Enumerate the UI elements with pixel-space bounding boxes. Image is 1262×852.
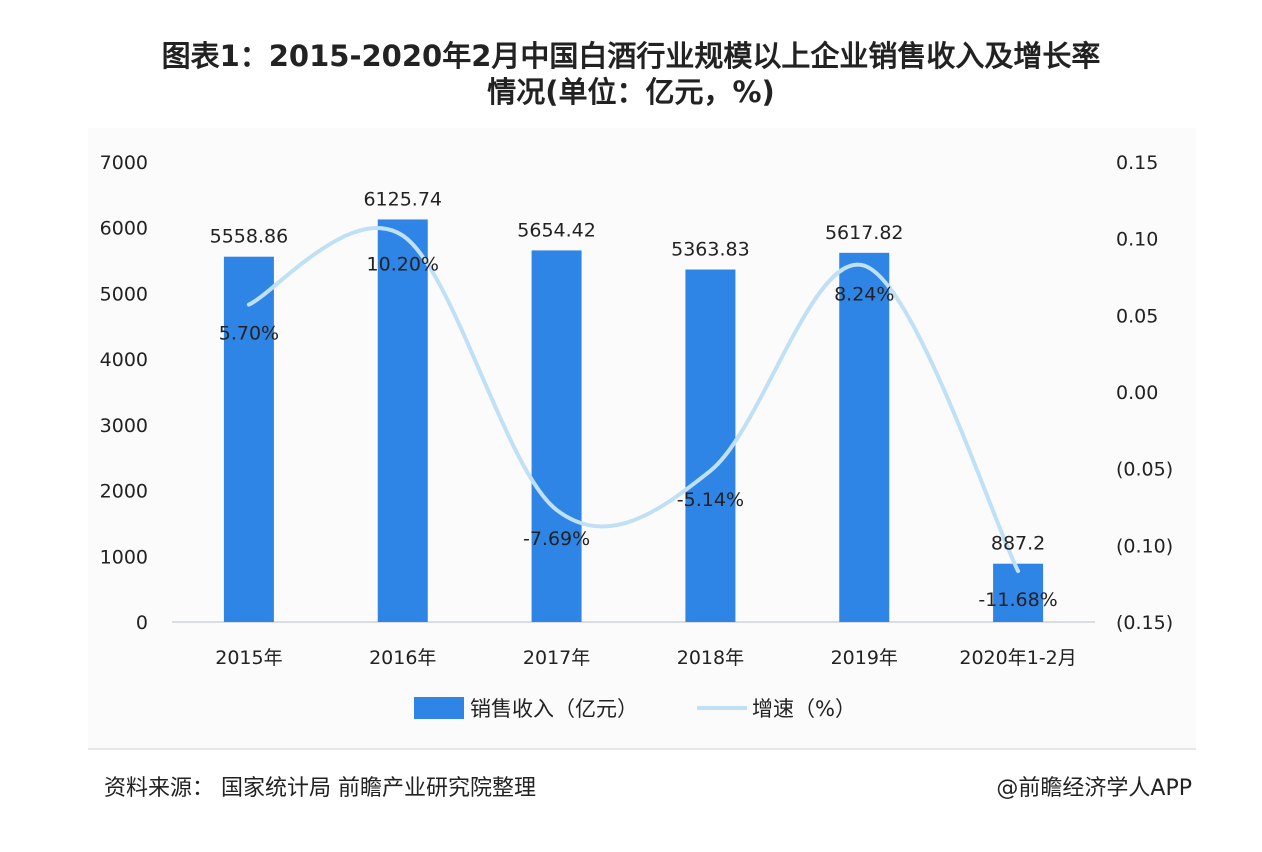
growth-line: [246, 226, 1021, 574]
bar: [993, 563, 1044, 622]
y-left-tick-label: 1000: [100, 546, 148, 568]
bar: [223, 256, 274, 622]
bar-value-label: 5558.86: [210, 226, 289, 248]
source-note: 资料来源： 国家统计局 前瞻产业研究院整理: [104, 776, 536, 801]
bar: [839, 252, 890, 622]
x-tick-label: 2017年: [523, 647, 590, 669]
y-left-tick-label: 4000: [100, 349, 148, 371]
y-left-tick-label: 7000: [100, 152, 148, 174]
growth-value-label: 8.24%: [834, 284, 894, 306]
x-tick-label: 2016年: [369, 647, 436, 669]
chart-title-line-1: 图表1：2015-2020年2月中国白酒行业规模以上企业销售收入及增长率: [161, 39, 1101, 73]
y-left-tick-label: 3000: [100, 415, 148, 437]
y-right-tick-label: (0.15): [1116, 612, 1173, 634]
bar-value-label: 5363.83: [671, 239, 750, 261]
bar-value-label: 5654.42: [517, 219, 596, 241]
y-right-tick-label: 0.00: [1116, 382, 1158, 404]
x-tick-label: 2020年1-2月: [959, 647, 1076, 669]
y-left-tick-label: 2000: [100, 481, 148, 503]
x-tick-label: 2015年: [215, 647, 282, 669]
bar-value-label: 6125.74: [363, 188, 442, 210]
bar: [531, 250, 582, 622]
bar: [685, 269, 736, 622]
x-tick-label: 2018年: [677, 647, 744, 669]
y-right-tick-label: 0.10: [1116, 229, 1158, 251]
y-right-tick-label: (0.05): [1116, 459, 1173, 481]
bar-value-label: 5617.82: [825, 222, 904, 244]
legend-bar-swatch: [414, 697, 464, 719]
y-right-tick-label: (0.10): [1116, 535, 1173, 557]
y-right-tick-label: 0.15: [1116, 152, 1158, 174]
credit-note: @前瞻经济学人APP: [996, 776, 1192, 801]
growth-value-label: -7.69%: [523, 528, 590, 550]
legend-line-label: 增速（%）: [752, 697, 856, 721]
y-left-tick-label: 6000: [100, 218, 148, 240]
bar-value-label: 887.2: [991, 533, 1045, 555]
y-left-tick-label: 5000: [100, 283, 148, 305]
y-right-tick-label: 0.05: [1116, 305, 1158, 327]
legend-bar-label: 销售收入（亿元）: [470, 697, 638, 721]
growth-value-label: 5.70%: [219, 323, 279, 345]
growth-value-label: -5.14%: [677, 489, 744, 511]
bar: [377, 219, 428, 623]
x-tick-label: 2019年: [831, 647, 898, 669]
growth-value-label: -11.68%: [978, 589, 1057, 611]
chart-title-line-2: 情况(单位：亿元，%): [487, 75, 775, 109]
chart-title: 图表1：2015-2020年2月中国白酒行业规模以上企业销售收入及增长率 情况(…: [0, 38, 1262, 110]
y-left-tick-label: 0: [136, 612, 148, 634]
growth-value-label: 10.20%: [367, 254, 439, 276]
